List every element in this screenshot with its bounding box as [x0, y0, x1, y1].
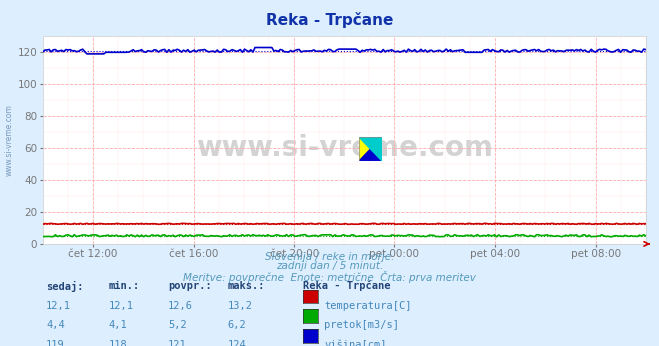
Text: www.si-vreme.com: www.si-vreme.com [196, 135, 493, 162]
Text: pretok[m3/s]: pretok[m3/s] [324, 320, 399, 330]
Text: min.:: min.: [109, 281, 140, 291]
Text: Reka - Trpčane: Reka - Trpčane [303, 281, 391, 291]
Polygon shape [359, 137, 382, 161]
Text: 4,4: 4,4 [46, 320, 65, 330]
Text: temperatura[C]: temperatura[C] [324, 301, 412, 311]
Text: 13,2: 13,2 [227, 301, 252, 311]
Text: 118: 118 [109, 340, 127, 346]
Text: 4,1: 4,1 [109, 320, 127, 330]
Text: višina[cm]: višina[cm] [324, 340, 387, 346]
Text: 5,2: 5,2 [168, 320, 186, 330]
Text: 6,2: 6,2 [227, 320, 246, 330]
Text: 12,1: 12,1 [109, 301, 134, 311]
Text: sedaj:: sedaj: [46, 281, 84, 292]
Polygon shape [359, 137, 382, 161]
Text: 121: 121 [168, 340, 186, 346]
Text: Meritve: povprečne  Enote: metrične  Črta: prva meritev: Meritve: povprečne Enote: metrične Črta:… [183, 271, 476, 283]
Text: maks.:: maks.: [227, 281, 265, 291]
Text: 12,6: 12,6 [168, 301, 193, 311]
Text: povpr.:: povpr.: [168, 281, 212, 291]
Text: 119: 119 [46, 340, 65, 346]
Text: Slovenija / reke in morje.: Slovenija / reke in morje. [265, 252, 394, 262]
Polygon shape [359, 137, 382, 161]
Text: Reka - Trpčane: Reka - Trpčane [266, 12, 393, 28]
Text: www.si-vreme.com: www.si-vreme.com [5, 104, 14, 176]
Text: 12,1: 12,1 [46, 301, 71, 311]
Text: 124: 124 [227, 340, 246, 346]
Text: zadnji dan / 5 minut.: zadnji dan / 5 minut. [276, 261, 383, 271]
